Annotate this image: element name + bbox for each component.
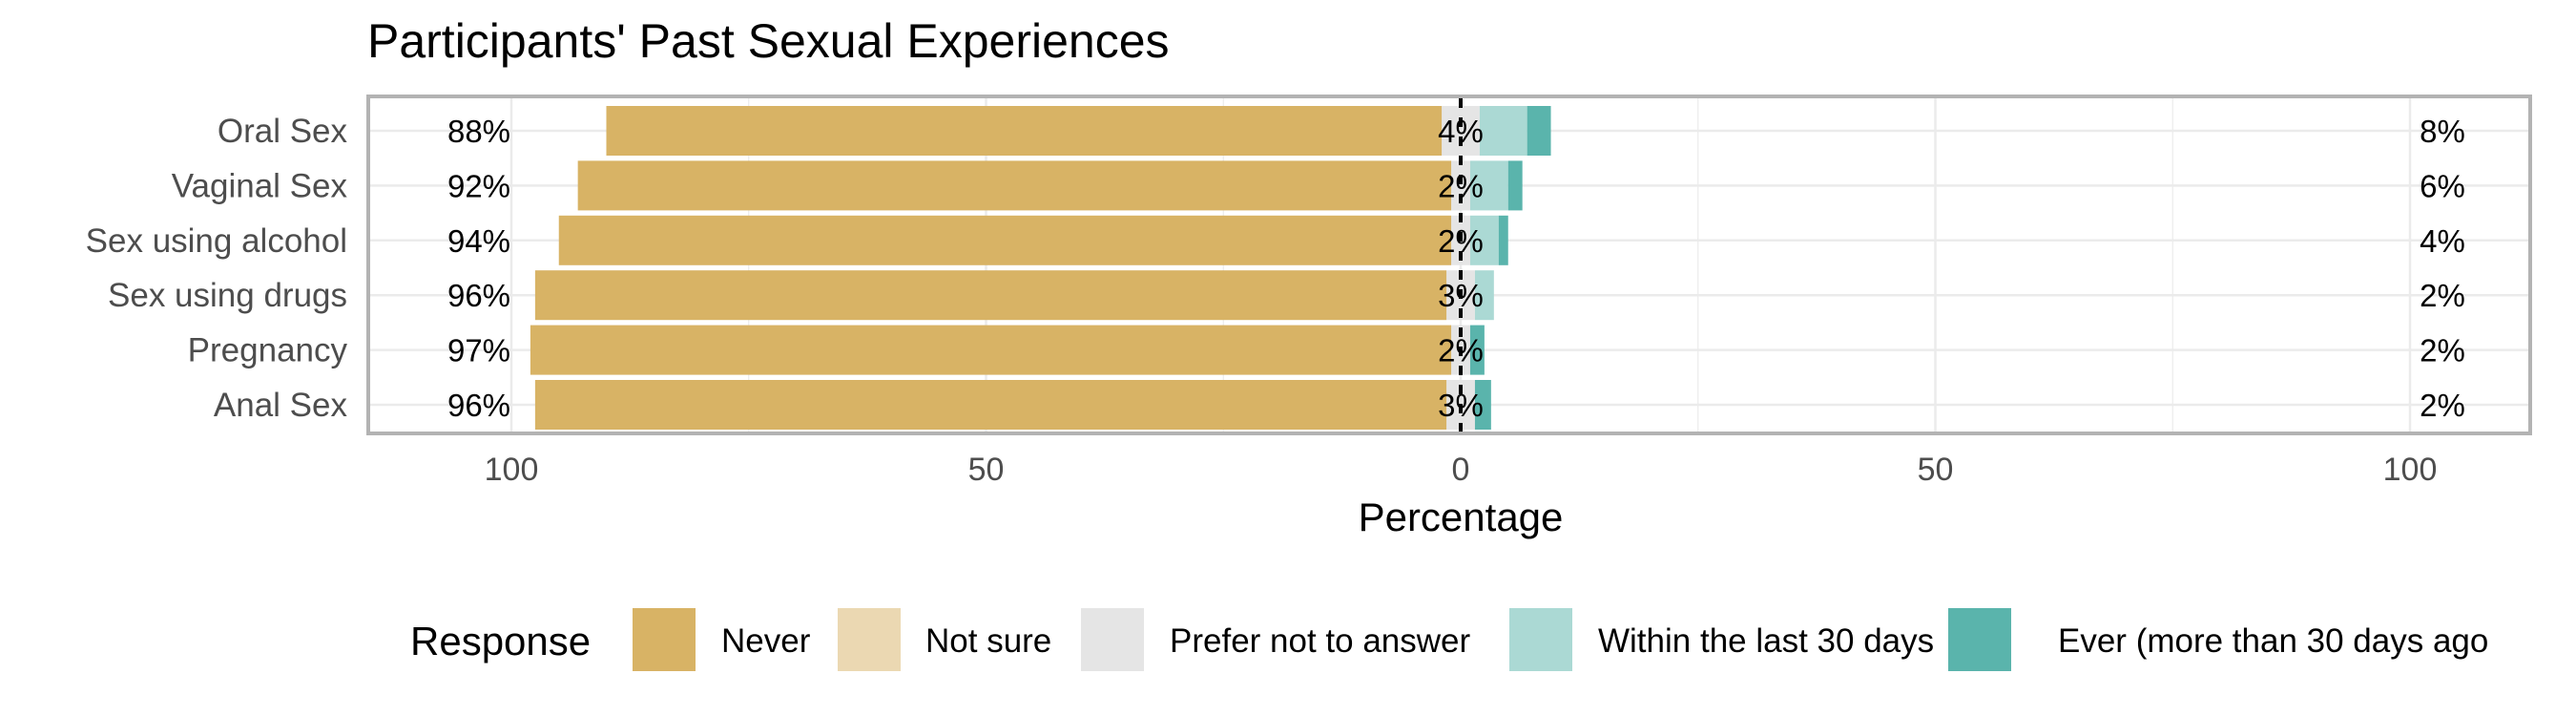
bar-prefer-not-to-answer xyxy=(1461,106,1480,156)
bar-prefer-not-to-answer xyxy=(1451,325,1461,375)
bar-within-the-last-30-days xyxy=(1474,270,1494,321)
bar-ever-more-than-30-days-ago xyxy=(1527,106,1551,156)
legend-label: Not sure xyxy=(925,622,1051,660)
bar-within-the-last-30-days xyxy=(1479,106,1527,156)
legend: Response Never Not sure Prefer not to answ… xyxy=(410,608,2488,671)
legend-swatch xyxy=(1509,608,1572,671)
left-percent-label: 88% xyxy=(447,114,510,149)
right-percent-label: 2% xyxy=(2420,278,2465,313)
x-tick-labels: 100 50 0 50 100 xyxy=(485,452,2438,488)
bar-never xyxy=(530,325,1452,375)
legend-label: Never xyxy=(721,622,811,660)
left-percent-label: 97% xyxy=(447,333,510,369)
category-label: Oral Sex xyxy=(218,113,348,150)
bars xyxy=(530,106,1551,430)
bar-prefer-not-to-answer xyxy=(1442,106,1461,156)
bar-never xyxy=(558,215,1452,265)
category-label: Sex using drugs xyxy=(108,277,347,314)
x-tick-label: 50 xyxy=(968,452,1005,488)
bar-prefer-not-to-answer xyxy=(1461,160,1470,211)
bar-never xyxy=(534,380,1447,430)
x-tick-label: 50 xyxy=(1918,452,1954,488)
category-label: Vaginal Sex xyxy=(172,167,348,204)
bar-ever-more-than-30-days-ago xyxy=(1507,160,1523,211)
data-labels: 88% 4% 8%92% 2% 6%94% 2% 4%96% 3% 2%97% 2% 2%96% 3%… xyxy=(447,114,2465,423)
bar-ever-more-than-30-days-ago xyxy=(1474,380,1491,430)
bar-ever-more-than-30-days-ago xyxy=(1469,325,1485,375)
bar-prefer-not-to-answer xyxy=(1446,270,1461,321)
left-percent-label: 96% xyxy=(447,278,510,313)
legend-items: Never Not sure Prefer not to answer Within … xyxy=(633,608,2488,671)
right-percent-label: 6% xyxy=(2420,168,2465,203)
left-percent-label: 96% xyxy=(447,388,510,423)
category-label: Sex using alcohol xyxy=(86,222,347,260)
bar-within-the-last-30-days xyxy=(1469,160,1508,211)
bar-prefer-not-to-answer xyxy=(1451,160,1461,211)
legend-label: Prefer not to answer xyxy=(1170,622,1470,660)
legend-label: Ever (more than 30 days ago xyxy=(2058,622,2488,660)
right-percent-label: 2% xyxy=(2420,388,2465,423)
bar-never xyxy=(577,160,1452,211)
category-label: Pregnancy xyxy=(188,332,348,369)
right-percent-label: 2% xyxy=(2420,333,2465,369)
x-tick-label: 100 xyxy=(485,452,539,488)
bar-prefer-not-to-answer xyxy=(1451,215,1461,265)
right-percent-label: 8% xyxy=(2420,114,2465,149)
category-labels: Oral Sex Vaginal Sex Sex using alcohol Sex … xyxy=(86,113,348,424)
bar-never xyxy=(606,106,1443,156)
chart-title: Participants' Past Sexual Experiences xyxy=(367,14,1170,68)
left-percent-label: 92% xyxy=(447,168,510,203)
left-percent-label: 94% xyxy=(447,223,510,259)
bar-never xyxy=(534,270,1447,321)
x-tick-label: 0 xyxy=(1452,452,1470,488)
bar-ever-more-than-30-days-ago xyxy=(1498,215,1508,265)
x-tick-label: 100 xyxy=(2383,452,2438,488)
legend-swatch xyxy=(838,608,901,671)
bar-prefer-not-to-answer xyxy=(1461,270,1475,321)
category-label: Anal Sex xyxy=(214,387,348,424)
bar-prefer-not-to-answer xyxy=(1461,215,1470,265)
right-percent-label: 4% xyxy=(2420,223,2465,259)
bar-prefer-not-to-answer xyxy=(1461,325,1470,375)
legend-title: Response xyxy=(410,619,591,663)
legend-swatch xyxy=(1948,608,2011,671)
bar-prefer-not-to-answer xyxy=(1461,380,1475,430)
legend-swatch xyxy=(633,608,696,671)
bar-prefer-not-to-answer xyxy=(1446,380,1461,430)
legend-swatch xyxy=(1081,608,1144,671)
legend-label: Within the last 30 days xyxy=(1598,622,1934,660)
x-axis-title: Percentage xyxy=(1359,495,1564,539)
bar-within-the-last-30-days xyxy=(1469,215,1499,265)
panel-border xyxy=(366,95,2532,435)
